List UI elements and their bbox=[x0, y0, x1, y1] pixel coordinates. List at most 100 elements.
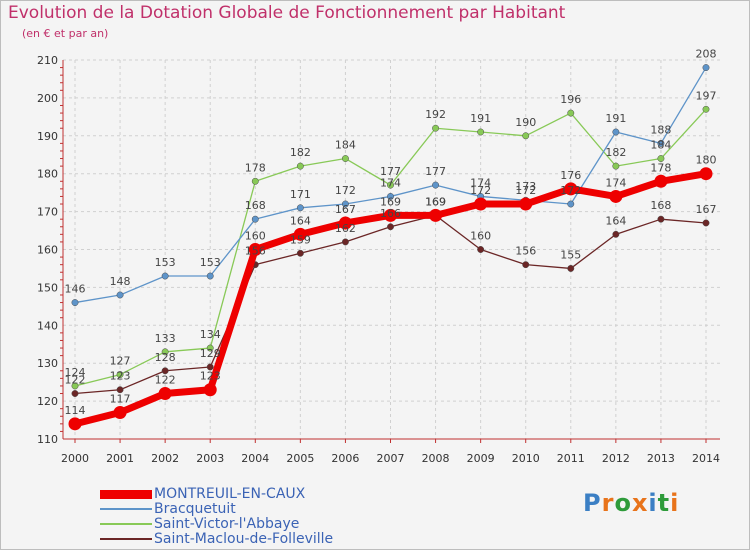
data-point-saint-victor-l-abbaye[interactable] bbox=[296, 162, 304, 170]
data-label-saint-maclou-de-folleville: 160 bbox=[470, 230, 491, 243]
y-tick-label: 210 bbox=[37, 54, 58, 67]
data-point-montreuil-en-caux[interactable] bbox=[429, 208, 443, 222]
data-label-saint-maclou-de-folleville: 166 bbox=[380, 207, 401, 220]
data-label-saint-victor-l-abbaye: 184 bbox=[650, 139, 671, 152]
legend-label-montreuil: MONTREUIL-EN-CAUX bbox=[154, 486, 306, 502]
data-point-montreuil-en-caux[interactable] bbox=[474, 197, 488, 211]
data-label-bracquetuit: 174 bbox=[470, 176, 491, 189]
data-point-saint-maclou-de-folleville[interactable] bbox=[296, 249, 304, 257]
data-label-saint-victor-l-abbaye: 127 bbox=[110, 355, 131, 368]
data-point-saint-victor-l-abbaye[interactable] bbox=[432, 124, 440, 132]
y-tick-label: 110 bbox=[37, 433, 58, 446]
data-label-bracquetuit: 153 bbox=[155, 256, 176, 269]
data-point-saint-victor-l-abbaye[interactable] bbox=[206, 344, 214, 352]
data-point-bracquetuit[interactable] bbox=[251, 215, 259, 223]
data-label-bracquetuit: 208 bbox=[696, 48, 717, 61]
data-point-bracquetuit[interactable] bbox=[702, 64, 710, 72]
legend-label-bracquetuit: Bracquetuit bbox=[154, 501, 236, 517]
data-label-montreuil-en-caux: 172 bbox=[470, 184, 491, 197]
data-label-saint-victor-l-abbaye: 196 bbox=[560, 93, 581, 106]
data-point-saint-maclou-de-folleville[interactable] bbox=[206, 363, 214, 371]
data-point-bracquetuit[interactable] bbox=[341, 200, 349, 208]
data-point-saint-victor-l-abbaye[interactable] bbox=[71, 382, 79, 390]
data-point-montreuil-en-caux[interactable] bbox=[113, 405, 127, 419]
data-point-bracquetuit[interactable] bbox=[71, 299, 79, 307]
data-point-montreuil-en-caux[interactable] bbox=[68, 417, 82, 431]
data-point-montreuil-en-caux[interactable] bbox=[203, 383, 217, 397]
data-point-saint-victor-l-abbaye[interactable] bbox=[702, 105, 710, 113]
data-point-bracquetuit[interactable] bbox=[116, 291, 124, 299]
data-point-montreuil-en-caux[interactable] bbox=[654, 174, 668, 188]
data-point-saint-maclou-de-folleville[interactable] bbox=[567, 265, 575, 272]
data-point-saint-maclou-de-folleville[interactable] bbox=[477, 246, 485, 253]
data-point-saint-maclou-de-folleville[interactable] bbox=[387, 223, 394, 231]
data-point-saint-victor-l-abbaye[interactable] bbox=[522, 132, 530, 140]
data-point-saint-maclou-de-folleville[interactable] bbox=[71, 390, 79, 397]
data-label-bracquetuit: 172 bbox=[335, 184, 356, 197]
data-label-bracquetuit: 173 bbox=[515, 180, 536, 193]
x-tick-label: 2013 bbox=[647, 452, 675, 465]
data-point-montreuil-en-caux[interactable] bbox=[338, 216, 352, 230]
data-label-bracquetuit: 172 bbox=[560, 184, 581, 197]
data-point-saint-victor-l-abbaye[interactable] bbox=[387, 181, 394, 189]
data-label-saint-maclou-de-folleville: 168 bbox=[650, 199, 671, 212]
data-point-montreuil-en-caux[interactable] bbox=[699, 167, 713, 181]
data-point-saint-maclou-de-folleville[interactable] bbox=[161, 367, 169, 375]
data-label-saint-victor-l-abbaye: 133 bbox=[155, 332, 176, 345]
data-point-saint-victor-l-abbaye[interactable] bbox=[657, 155, 665, 162]
chart-subtitle: (en € et par an) bbox=[22, 27, 109, 40]
data-point-bracquetuit[interactable] bbox=[567, 200, 575, 208]
data-label-bracquetuit: 168 bbox=[245, 199, 266, 212]
data-point-bracquetuit[interactable] bbox=[161, 272, 169, 280]
data-point-montreuil-en-caux[interactable] bbox=[609, 189, 623, 203]
x-tick-label: 2000 bbox=[61, 452, 89, 465]
y-tick-label: 140 bbox=[37, 319, 58, 332]
data-label-saint-maclou-de-folleville: 128 bbox=[155, 351, 176, 364]
data-label-saint-victor-l-abbaye: 178 bbox=[245, 161, 266, 174]
data-point-montreuil-en-caux[interactable] bbox=[519, 197, 533, 211]
data-label-montreuil-en-caux: 123 bbox=[200, 370, 221, 383]
data-point-saint-maclou-de-folleville[interactable] bbox=[612, 230, 620, 238]
data-point-montreuil-en-caux[interactable] bbox=[293, 227, 307, 241]
data-point-saint-victor-l-abbaye[interactable] bbox=[612, 162, 620, 170]
data-label-saint-victor-l-abbaye: 191 bbox=[470, 112, 491, 125]
data-point-bracquetuit[interactable] bbox=[387, 192, 394, 200]
x-tick-label: 2012 bbox=[602, 452, 630, 465]
data-label-montreuil-en-caux: 176 bbox=[560, 169, 581, 182]
data-point-saint-victor-l-abbaye[interactable] bbox=[251, 177, 259, 185]
data-point-saint-victor-l-abbaye[interactable] bbox=[567, 109, 575, 117]
legend-swatch-bracquetuit bbox=[100, 508, 152, 510]
data-label-saint-maclou-de-folleville: 129 bbox=[200, 347, 221, 360]
data-label-montreuil-en-caux: 164 bbox=[290, 214, 311, 227]
data-point-montreuil-en-caux[interactable] bbox=[158, 387, 172, 401]
data-label-montreuil-en-caux: 167 bbox=[335, 203, 356, 216]
series-group bbox=[68, 64, 713, 431]
data-point-saint-maclou-de-folleville[interactable] bbox=[522, 261, 530, 269]
data-point-montreuil-en-caux[interactable] bbox=[248, 243, 262, 256]
data-label-saint-victor-l-abbaye: 182 bbox=[605, 146, 626, 159]
data-point-bracquetuit[interactable] bbox=[432, 181, 440, 189]
data-point-saint-maclou-de-folleville[interactable] bbox=[702, 219, 710, 227]
data-point-saint-maclou-de-folleville[interactable] bbox=[341, 238, 349, 246]
data-point-saint-victor-l-abbaye[interactable] bbox=[116, 371, 124, 379]
y-tick-label: 170 bbox=[37, 206, 58, 219]
data-point-saint-victor-l-abbaye[interactable] bbox=[477, 128, 485, 136]
data-point-saint-maclou-de-folleville[interactable] bbox=[657, 215, 665, 223]
data-label-saint-victor-l-abbaye: 184 bbox=[335, 139, 356, 152]
data-point-saint-maclou-de-folleville[interactable] bbox=[116, 386, 124, 394]
y-tick-label: 160 bbox=[37, 244, 58, 257]
data-point-montreuil-en-caux[interactable] bbox=[384, 208, 397, 222]
data-point-bracquetuit[interactable] bbox=[612, 128, 620, 136]
data-label-saint-maclou-de-folleville: 167 bbox=[696, 203, 717, 216]
data-point-bracquetuit[interactable] bbox=[657, 139, 665, 147]
data-point-montreuil-en-caux[interactable] bbox=[564, 182, 578, 196]
data-point-saint-victor-l-abbaye[interactable] bbox=[161, 348, 169, 356]
data-label-saint-maclou-de-folleville: 162 bbox=[335, 222, 356, 235]
data-label-saint-maclou-de-folleville: 155 bbox=[560, 248, 581, 261]
data-point-saint-victor-l-abbaye[interactable] bbox=[341, 155, 349, 162]
data-point-bracquetuit[interactable] bbox=[296, 204, 304, 212]
data-label-bracquetuit: 188 bbox=[650, 123, 671, 136]
data-point-bracquetuit[interactable] bbox=[206, 272, 214, 280]
